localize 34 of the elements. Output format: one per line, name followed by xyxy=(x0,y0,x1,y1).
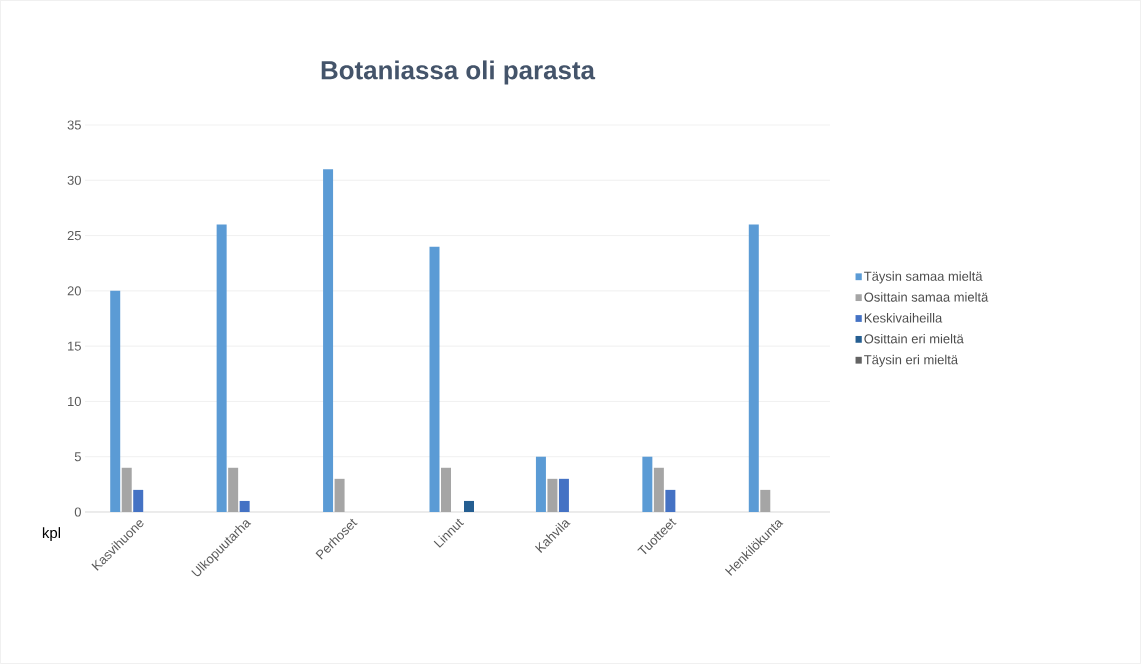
y-tick-label: 5 xyxy=(74,452,81,462)
bar xyxy=(547,478,558,512)
bar xyxy=(121,467,132,512)
legend-label: Täysin eri mieltä xyxy=(864,354,959,367)
y-tick-label: 15 xyxy=(68,341,81,351)
y-tick-label: 20 xyxy=(67,286,81,296)
bar xyxy=(334,478,345,512)
bar xyxy=(464,500,474,512)
legend-label: Osittain eri mieltä xyxy=(864,333,964,344)
y-tick-label: 0 xyxy=(74,507,81,517)
bar xyxy=(429,246,440,512)
bar xyxy=(239,500,250,512)
y-tick-label: 10 xyxy=(68,396,81,407)
y-tick-label: 30 xyxy=(67,175,81,185)
chart-title: Botaniassa oli parasta xyxy=(321,60,596,85)
legend-label: Täysin samaa mieltä xyxy=(864,271,983,284)
y-tick-label: 25 xyxy=(67,230,81,241)
y-tick-label: 35 xyxy=(67,120,81,130)
bar xyxy=(216,224,227,512)
bar xyxy=(228,467,239,512)
y-axis-title: kpl xyxy=(42,527,61,542)
bar xyxy=(535,456,546,512)
bar xyxy=(748,224,759,512)
bar xyxy=(323,169,334,512)
bar xyxy=(642,456,653,512)
bar xyxy=(110,290,121,512)
bar xyxy=(558,478,569,512)
bar xyxy=(760,489,771,512)
legend-label: Osittain samaa mieltä xyxy=(864,292,989,302)
bar xyxy=(441,467,451,512)
bar xyxy=(653,467,664,512)
legend-label: Keskivaiheilla xyxy=(864,313,943,323)
bar xyxy=(133,489,144,512)
bar xyxy=(665,489,676,512)
